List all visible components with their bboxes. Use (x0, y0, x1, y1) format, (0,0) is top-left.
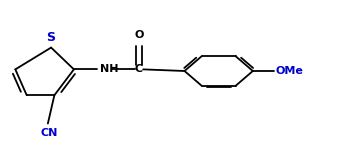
Text: OMe: OMe (276, 66, 304, 76)
Text: NH: NH (100, 64, 118, 74)
Text: S: S (47, 30, 56, 44)
Text: O: O (134, 30, 144, 40)
Text: C: C (135, 64, 143, 74)
Text: CN: CN (41, 128, 58, 138)
